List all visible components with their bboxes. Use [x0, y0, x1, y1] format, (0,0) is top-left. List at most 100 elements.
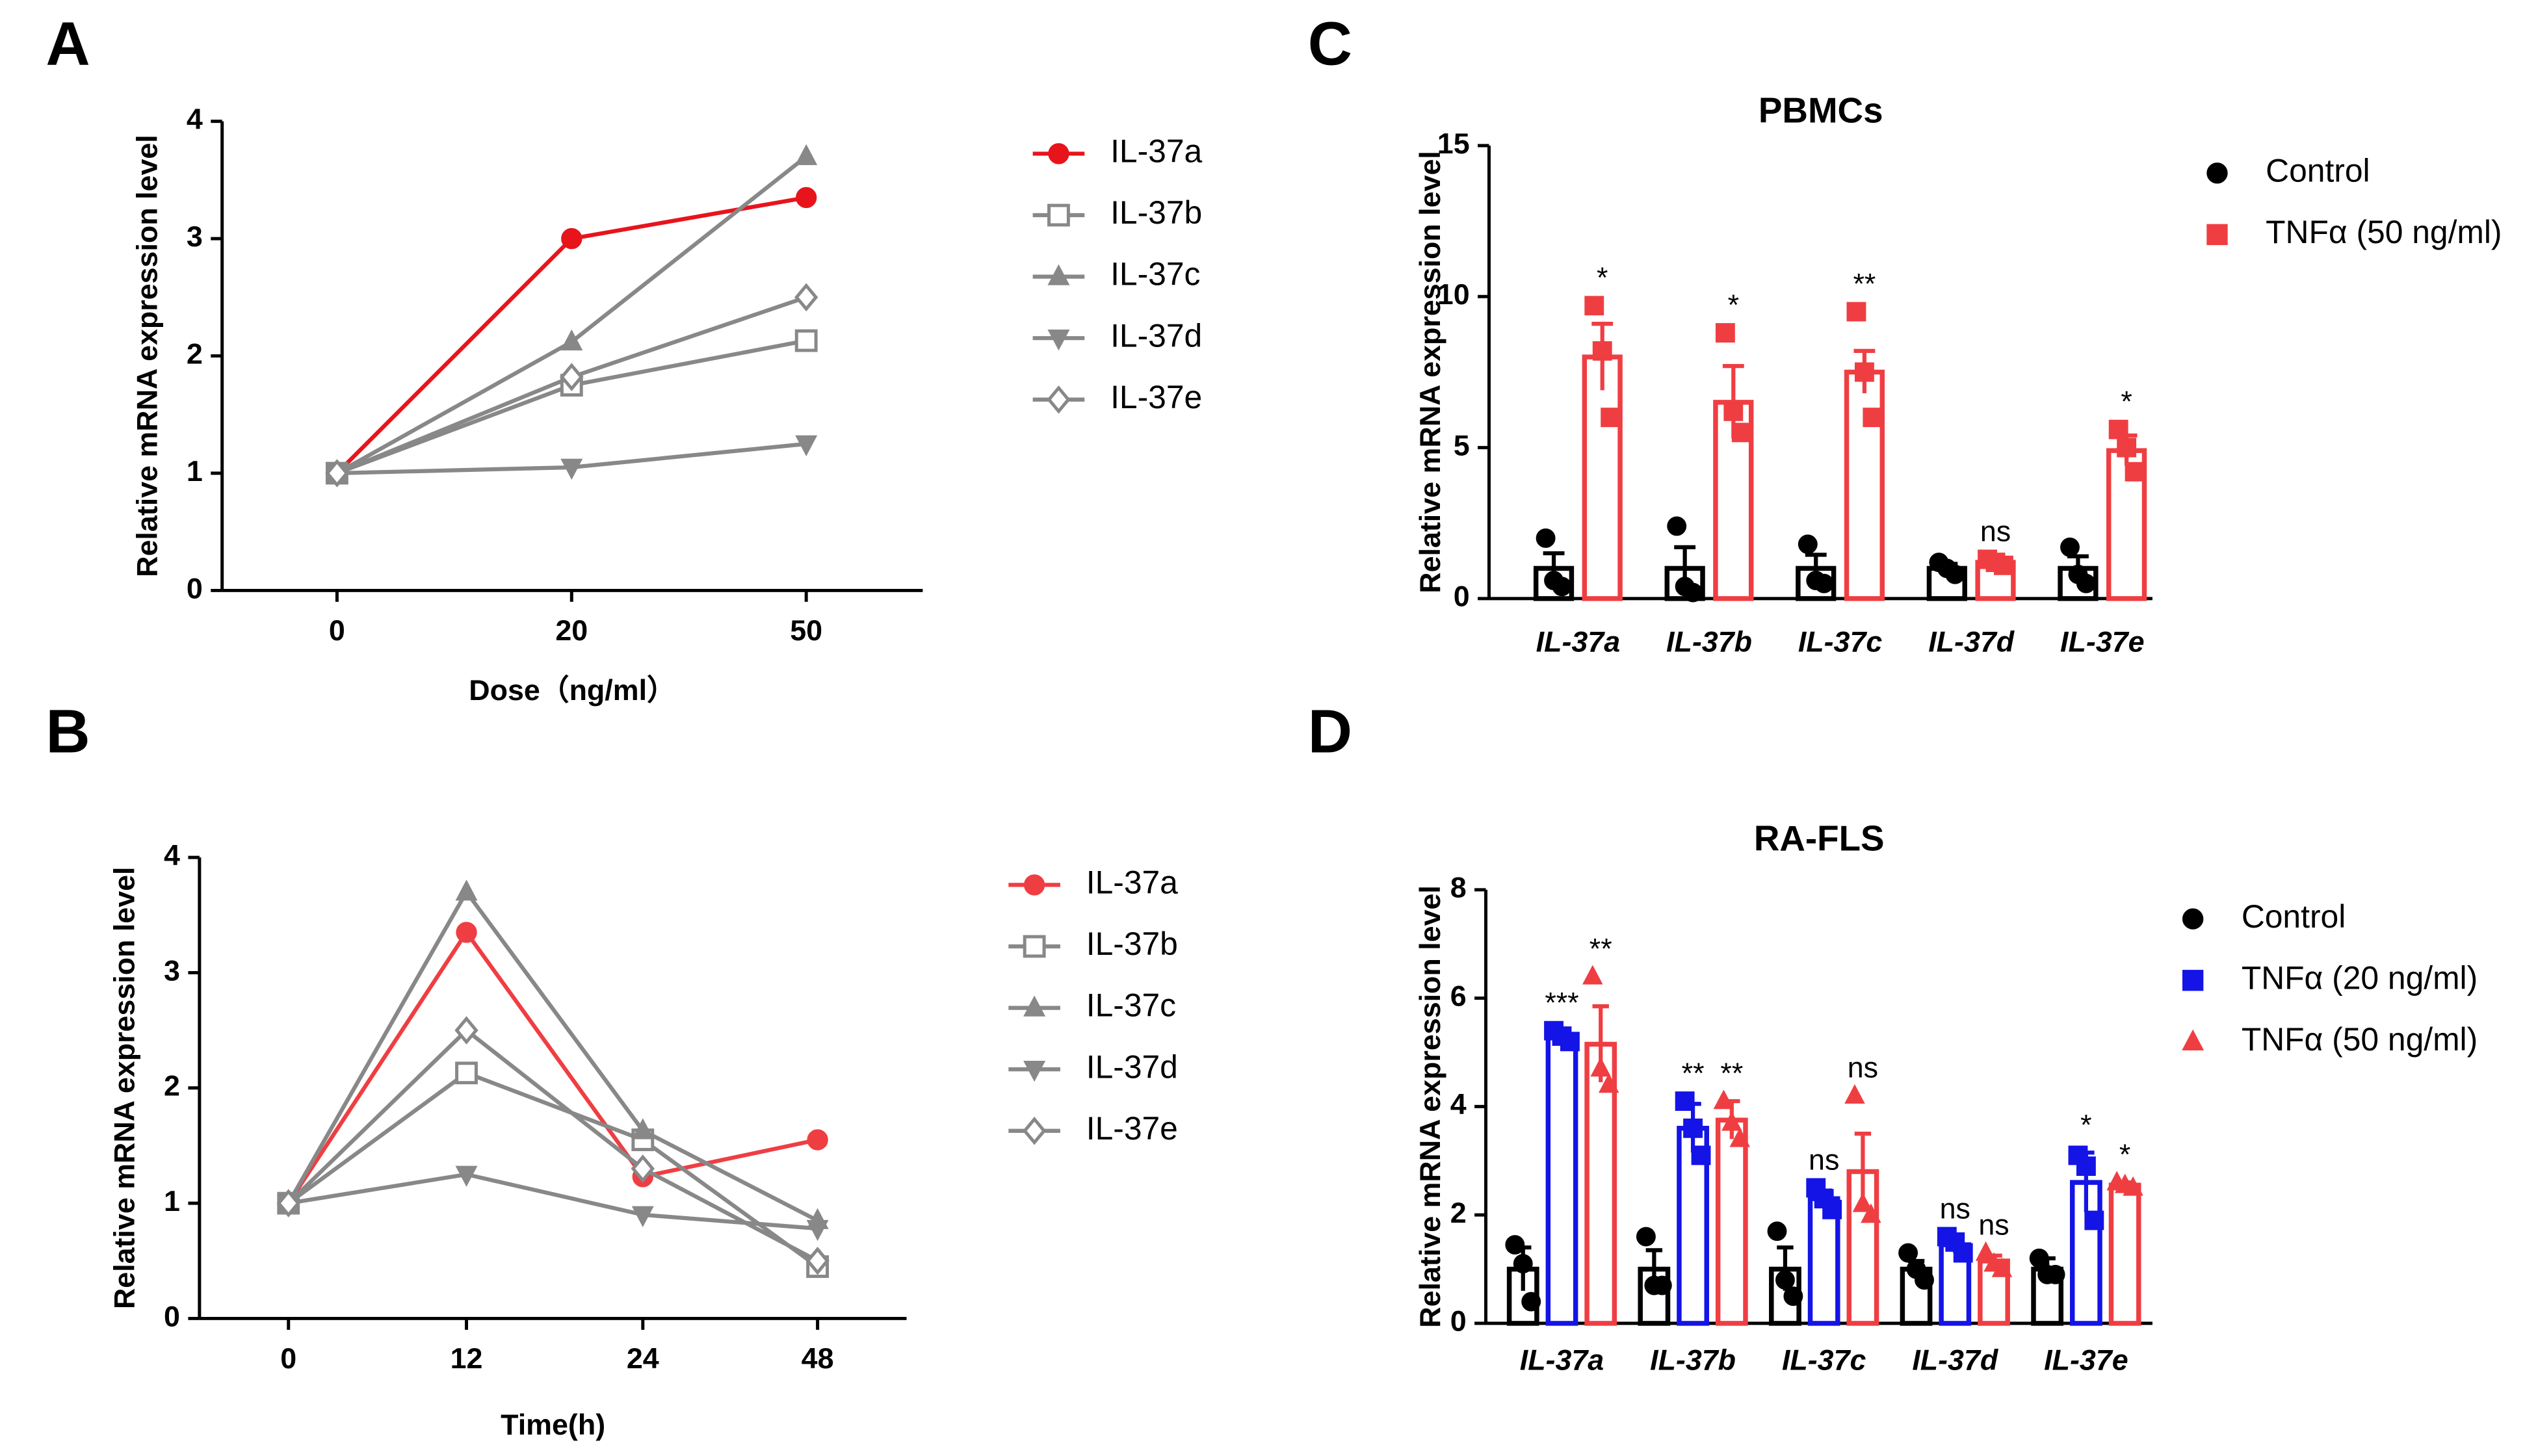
point [631, 1206, 654, 1227]
legend-marker [2206, 162, 2228, 184]
data-point [1691, 1145, 1711, 1165]
x-tick-label: IL-37b [1650, 1344, 1736, 1376]
data-point [1798, 534, 1818, 554]
legend-marker [2182, 970, 2204, 991]
data-point [2029, 1248, 2049, 1268]
data-point [1536, 528, 1556, 548]
point [795, 144, 818, 165]
x-tick-label: IL-37d [1928, 625, 2015, 658]
x-tick-label: 50 [790, 614, 822, 647]
y-tick-label: 6 [1450, 980, 1467, 1012]
legend-label: IL-37b [1086, 926, 1178, 962]
data-point [2117, 437, 2137, 458]
data-point [1846, 302, 1866, 322]
point [560, 329, 583, 351]
legend-label: Control [2266, 152, 2370, 188]
data-point [1590, 1057, 1611, 1077]
y-tick-label: 1 [187, 455, 203, 488]
data-point [1592, 341, 1612, 361]
x-tick-label: 0 [280, 1342, 296, 1375]
data-point [1731, 422, 1751, 443]
point [806, 1219, 829, 1242]
significance-label: ns [1848, 1052, 1878, 1084]
point [631, 1118, 654, 1139]
point [805, 1246, 830, 1275]
y-tick-label: 5 [1454, 429, 1470, 462]
data-point [1863, 408, 1883, 428]
legend-marker [1023, 935, 1046, 958]
y-axis-label: Relative mRNA expression level [1414, 885, 1446, 1328]
data-point [1552, 577, 1572, 597]
y-tick-label: 0 [1454, 580, 1470, 613]
x-tick-label: IL-37e [2060, 625, 2144, 658]
point [560, 458, 583, 480]
legend-marker [1047, 385, 1071, 414]
y-tick-label: 15 [1437, 127, 1470, 160]
legend-label: IL-37c [1086, 987, 1176, 1024]
legend-label: IL-37a [1086, 864, 1178, 901]
legend-marker [1047, 264, 1070, 285]
y-tick-label: 8 [1450, 872, 1467, 904]
significance-label: ** [1720, 1057, 1743, 1089]
legend-label: IL-37c [1110, 256, 1200, 292]
legend-marker [1023, 1060, 1046, 1082]
x-tick-label: 12 [451, 1342, 483, 1375]
data-point [2076, 1156, 2096, 1176]
point [325, 459, 349, 488]
y-axis-label: Relative mRNA expression level [131, 135, 164, 577]
point [455, 1165, 478, 1187]
data-point [1652, 1275, 1672, 1295]
y-axis-label: Relative mRNA expression level [109, 866, 141, 1309]
y-tick-label: 2 [1450, 1197, 1467, 1229]
bar [1844, 369, 1885, 601]
y-tick-label: 0 [164, 1300, 180, 1332]
data-point [1844, 1084, 1865, 1104]
bar [1715, 1117, 1748, 1326]
data-point [1861, 1203, 1881, 1223]
panel-label: B [46, 697, 90, 766]
data-point [1675, 1091, 1695, 1111]
data-point [1975, 1241, 1996, 1261]
bar [1545, 1034, 1578, 1326]
data-point [1854, 362, 1874, 382]
x-tick-label: IL-37d [1912, 1344, 1999, 1376]
data-point [2125, 462, 2145, 482]
legend-label: IL-37e [1110, 379, 1202, 415]
y-tick-label: 2 [187, 337, 203, 370]
data-point [1729, 1127, 1751, 1147]
data-point [1994, 555, 2013, 575]
point [560, 363, 584, 391]
legend-label: TNFα (50 ng/ml) [2242, 1021, 2478, 1058]
data-point [1898, 1243, 1918, 1263]
data-point [1767, 1221, 1787, 1242]
significance-label: ** [1590, 932, 1612, 965]
x-tick-label: IL-37e [2044, 1344, 2128, 1376]
data-point [1945, 564, 1965, 584]
y-tick-label: 3 [187, 220, 203, 253]
legend-marker [1022, 1116, 1047, 1145]
legend-label: IL-37d [1110, 317, 1202, 354]
x-tick-label: IL-37b [1666, 625, 1752, 658]
point [455, 1061, 478, 1085]
legend-marker [1023, 995, 1046, 1017]
legend-label: IL-37b [1110, 194, 1202, 231]
significance-label: * [2121, 385, 2132, 418]
data-point [2076, 573, 2096, 593]
panel-label: A [46, 10, 90, 79]
legend-label: IL-37a [1110, 133, 1202, 170]
point [794, 329, 818, 352]
data-point [1814, 573, 1834, 593]
x-tick-label: IL-37c [1782, 1344, 1866, 1376]
data-point [1582, 965, 1603, 985]
point [276, 1189, 300, 1217]
point [807, 1129, 828, 1150]
panel-label: C [1308, 10, 1352, 79]
point [454, 1016, 478, 1045]
legend-label: TNFα (50 ng/ml) [2266, 214, 2502, 250]
point [455, 879, 478, 901]
data-point [1991, 1257, 2013, 1277]
data-point [1505, 1235, 1525, 1254]
point [795, 435, 818, 456]
legend-marker [1023, 874, 1045, 896]
x-tick-label: 20 [555, 614, 588, 647]
